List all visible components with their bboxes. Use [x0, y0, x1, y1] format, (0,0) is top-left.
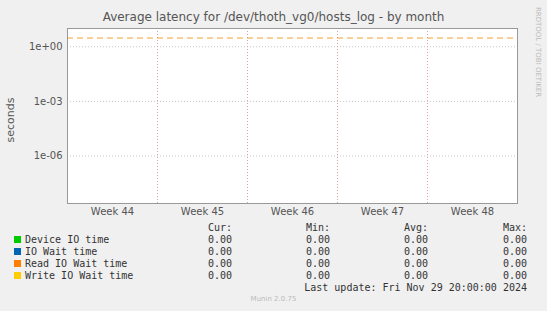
html-text:0.00: 0.00 — [207, 246, 232, 257]
html-text:Average latency for /dev/thoth: Average latency for /dev/thoth_vg0/hosts… — [102, 10, 445, 24]
svg-text:1e+00: 1e+00 — [29, 41, 63, 52]
html-text:0.00: 0.00 — [502, 270, 527, 281]
html-text:0.00: 0.00 — [207, 234, 232, 245]
html-text:0.00: 0.00 — [403, 246, 428, 257]
svg-text:1e-03: 1e-03 — [34, 96, 63, 107]
svg-text:Week 46: Week 46 — [271, 206, 314, 217]
html-text:0.00: 0.00 — [403, 270, 428, 281]
svg-text:1e-06: 1e-06 — [34, 150, 63, 161]
svg-text:Week 47: Week 47 — [361, 206, 404, 217]
html-text:Avg:: Avg: — [403, 222, 428, 233]
html-text:Write IO Wait time: Write IO Wait time — [25, 270, 134, 281]
html-text:0.00: 0.00 — [207, 270, 232, 281]
html-text:Read IO Wait time: Read IO Wait time — [25, 258, 128, 269]
html-text:Cur:: Cur: — [207, 222, 232, 233]
svg-text:Week 44: Week 44 — [91, 206, 134, 217]
html-text:0.00: 0.00 — [305, 258, 330, 269]
html-text:seconds: seconds — [3, 97, 17, 143]
html-text:Device IO time: Device IO time — [25, 234, 110, 245]
svg-text:Week 45: Week 45 — [181, 206, 224, 217]
html-text:Last update: Fri Nov 29 20:00:: Last update: Fri Nov 29 20:00:00 2024 — [304, 282, 527, 293]
html-text:0.00: 0.00 — [502, 246, 527, 257]
html-text:Min:: Min: — [305, 222, 330, 233]
html-text:IO Wait time: IO Wait time — [25, 246, 98, 257]
html-text:0.00: 0.00 — [502, 234, 527, 245]
html-text:RRDTOOL / TOBI OETIKER: RRDTOOL / TOBI OETIKER — [534, 6, 542, 98]
html-text:0.00: 0.00 — [305, 246, 330, 257]
html-text:0.00: 0.00 — [305, 270, 330, 281]
html-text:0.00: 0.00 — [403, 234, 428, 245]
html-text:Max:: Max: — [502, 222, 527, 233]
html-text:0.00: 0.00 — [502, 258, 527, 269]
svg-text:Week 48: Week 48 — [451, 206, 494, 217]
html-text:0.00: 0.00 — [403, 258, 428, 269]
html-text:0.00: 0.00 — [207, 258, 232, 269]
html-text:0.00: 0.00 — [305, 234, 330, 245]
html-text:Munin 2.0.75: Munin 2.0.75 — [250, 295, 297, 303]
